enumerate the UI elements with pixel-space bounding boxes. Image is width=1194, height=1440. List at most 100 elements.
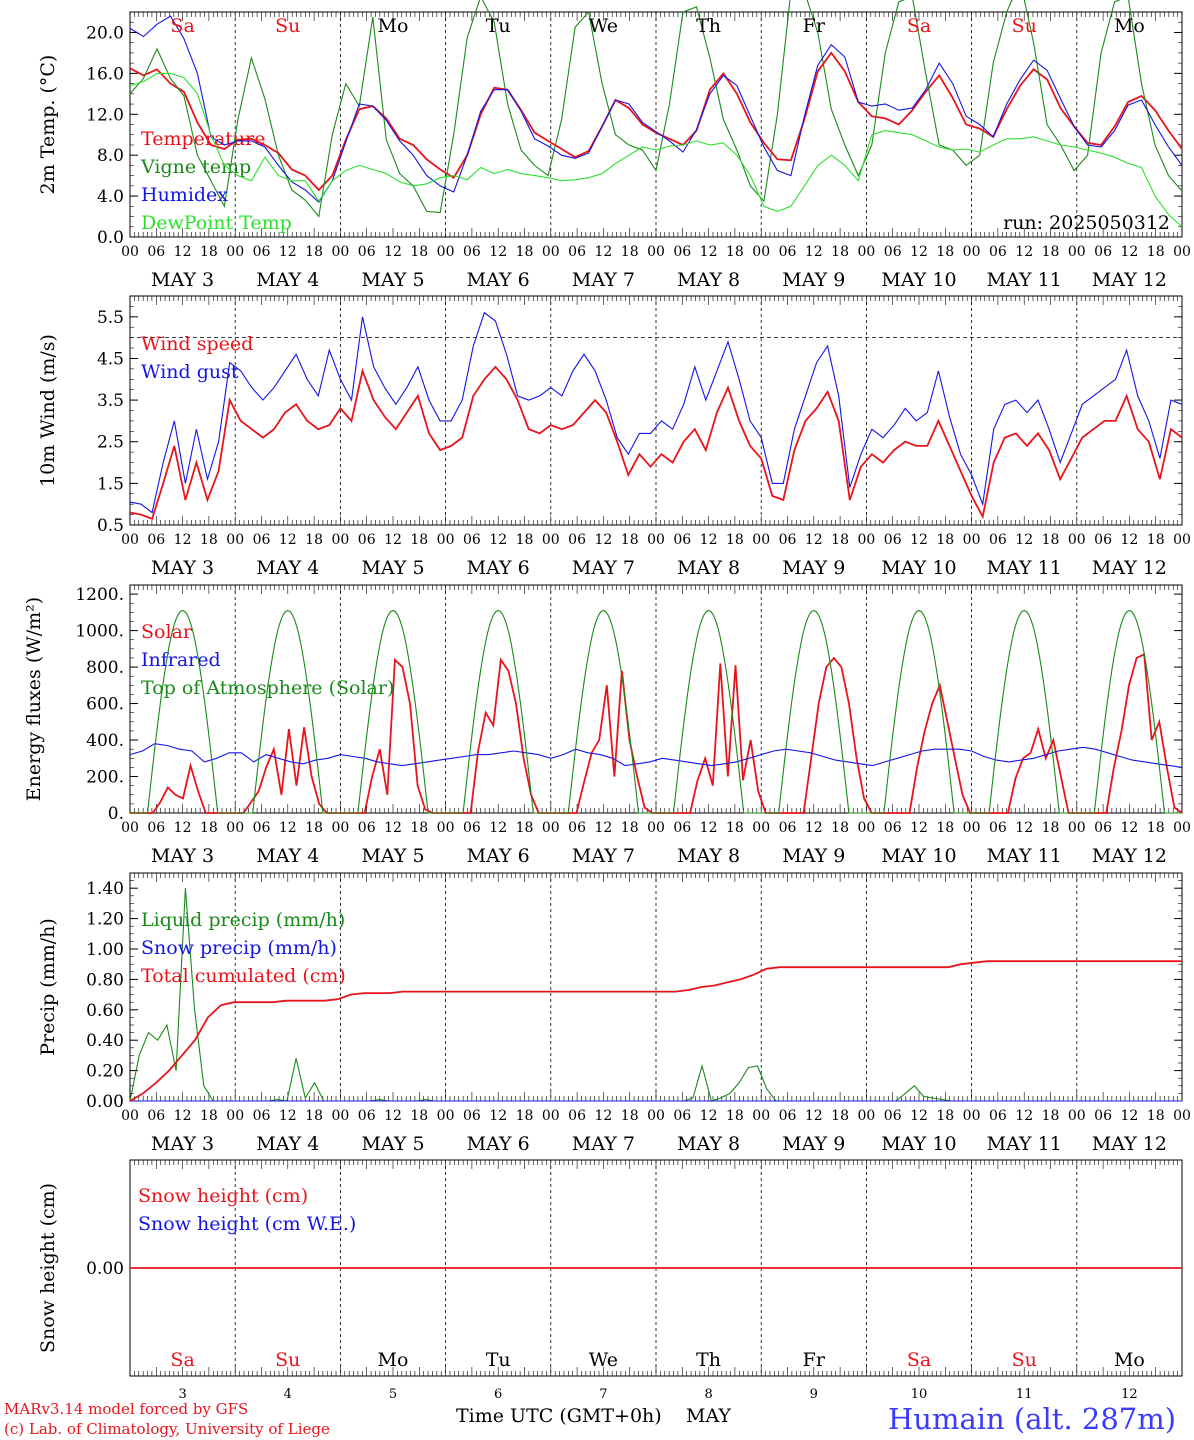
- day-label: MAY 8: [677, 1133, 740, 1155]
- weekday-label: We: [589, 15, 618, 37]
- hour-tick-label: 18: [200, 244, 218, 260]
- day-label: MAY 6: [467, 269, 530, 291]
- weekday-label: Sa: [907, 15, 931, 37]
- day-number-label: 6: [494, 1387, 502, 1402]
- day-label: MAY 5: [361, 557, 424, 579]
- weekday-label: Mo: [378, 15, 409, 37]
- hour-tick-label: 12: [1120, 532, 1138, 548]
- y-tick-label: 1.00: [86, 940, 124, 960]
- hour-tick-label: 12: [805, 820, 823, 836]
- hour-tick-label: 18: [936, 244, 954, 260]
- day-number-label: 7: [599, 1387, 607, 1402]
- hour-tick-label: 00: [437, 820, 455, 836]
- series-line-temperature: [129, 51, 1183, 192]
- hour-tick-label: 12: [279, 820, 297, 836]
- day-label: MAY 5: [361, 845, 424, 867]
- day-label: MAY 9: [782, 1133, 845, 1155]
- hour-tick-label: 00: [857, 1108, 875, 1124]
- hour-tick-label: 00: [963, 532, 981, 548]
- hour-tick-label: 06: [673, 244, 691, 260]
- hour-tick-label: 12: [700, 532, 718, 548]
- hour-tick-label: 06: [1094, 532, 1112, 548]
- hour-tick-label: 18: [726, 244, 744, 260]
- series-line-total-cumulated-cm-: [129, 960, 1182, 1102]
- weekday-label: Su: [275, 15, 300, 37]
- legend-entry: Solar: [141, 621, 193, 643]
- hour-tick-label: 18: [621, 1108, 639, 1124]
- hour-tick-label: 12: [384, 1108, 402, 1124]
- hour-tick-label: 00: [542, 532, 560, 548]
- hour-tick-label: 12: [174, 820, 192, 836]
- y-tick-label: 0.40: [86, 1031, 124, 1051]
- day-label: MAY 11: [987, 845, 1062, 867]
- hour-tick-label: 18: [410, 1108, 428, 1124]
- hour-tick-label: 06: [1094, 820, 1112, 836]
- y-tick-label: 1000.: [75, 622, 124, 642]
- hour-tick-label: 18: [200, 820, 218, 836]
- hour-tick-label: 00: [331, 244, 349, 260]
- hour-tick-label: 00: [121, 1108, 139, 1124]
- hour-tick-label: 06: [989, 532, 1007, 548]
- y-tick-label: 0.80: [86, 970, 124, 990]
- hour-tick-label: 12: [279, 532, 297, 548]
- hour-tick-label: 18: [621, 244, 639, 260]
- day-number-label: 9: [810, 1387, 818, 1402]
- hour-tick-label: 06: [568, 532, 586, 548]
- hour-tick-label: 06: [147, 532, 165, 548]
- hour-tick-label: 18: [516, 820, 534, 836]
- day-label: MAY 3: [151, 1133, 214, 1155]
- weekday-label: Th: [696, 1349, 721, 1371]
- model-credit: MARv3.14 model forced by GFS: [4, 1400, 249, 1418]
- hour-tick-label: 06: [463, 820, 481, 836]
- day-label: MAY 8: [677, 269, 740, 291]
- hour-tick-label: 18: [1042, 532, 1060, 548]
- hour-tick-label: 18: [831, 820, 849, 836]
- hour-tick-label: 12: [594, 532, 612, 548]
- hour-tick-label: 06: [989, 1108, 1007, 1124]
- hour-tick-label: 00: [752, 244, 770, 260]
- hour-tick-label: 12: [1120, 1108, 1138, 1124]
- hour-tick-label: 18: [1042, 820, 1060, 836]
- hour-tick-label: 00: [857, 532, 875, 548]
- hour-tick-label: 18: [410, 244, 428, 260]
- hour-tick-label: 06: [147, 244, 165, 260]
- hour-tick-label: 12: [489, 244, 507, 260]
- hour-tick-label: 00: [331, 1108, 349, 1124]
- hour-tick-label: 12: [279, 1108, 297, 1124]
- hour-tick-label: 12: [174, 532, 192, 548]
- hour-tick-label: 00: [1068, 820, 1086, 836]
- hour-tick-label: 06: [884, 1108, 902, 1124]
- hour-tick-label: 12: [910, 532, 928, 548]
- y-tick-label: 800.: [86, 658, 124, 678]
- hour-tick-label: 18: [1147, 532, 1165, 548]
- hour-tick-label: 06: [1094, 1108, 1112, 1124]
- weekday-label: Th: [696, 15, 721, 37]
- series-line-top-of-atmosphere-solar-: [130, 609, 1182, 814]
- hour-tick-label: 12: [1015, 820, 1033, 836]
- y-tick-label: 4.0: [97, 187, 124, 207]
- series-line-wind-speed: [129, 365, 1183, 520]
- hour-tick-label: 06: [253, 244, 271, 260]
- series-line-infrared: [129, 743, 1183, 768]
- y-axis-label: 2m Temp. (°C): [37, 55, 59, 195]
- hour-tick-label: 12: [489, 820, 507, 836]
- hour-tick-label: 12: [910, 820, 928, 836]
- hour-tick-label: 00: [647, 244, 665, 260]
- hour-tick-label: 18: [621, 820, 639, 836]
- day-label: MAY 10: [881, 845, 956, 867]
- hour-tick-label: 18: [305, 820, 323, 836]
- hour-tick-label: 12: [910, 1108, 928, 1124]
- series-line-humidex: [129, 15, 1183, 204]
- hour-tick-label: 18: [1042, 1108, 1060, 1124]
- hour-tick-label: 12: [594, 1108, 612, 1124]
- hour-tick-label: 06: [989, 244, 1007, 260]
- y-tick-label: 12.0: [86, 105, 124, 125]
- hour-tick-label: 00: [226, 532, 244, 548]
- hour-tick-label: 18: [936, 532, 954, 548]
- hour-tick-label: 00: [647, 820, 665, 836]
- day-number-label: 5: [389, 1387, 397, 1402]
- day-label: MAY 3: [151, 269, 214, 291]
- hour-tick-label: 00: [331, 532, 349, 548]
- hour-tick-label: 18: [516, 532, 534, 548]
- hour-tick-label: 06: [253, 820, 271, 836]
